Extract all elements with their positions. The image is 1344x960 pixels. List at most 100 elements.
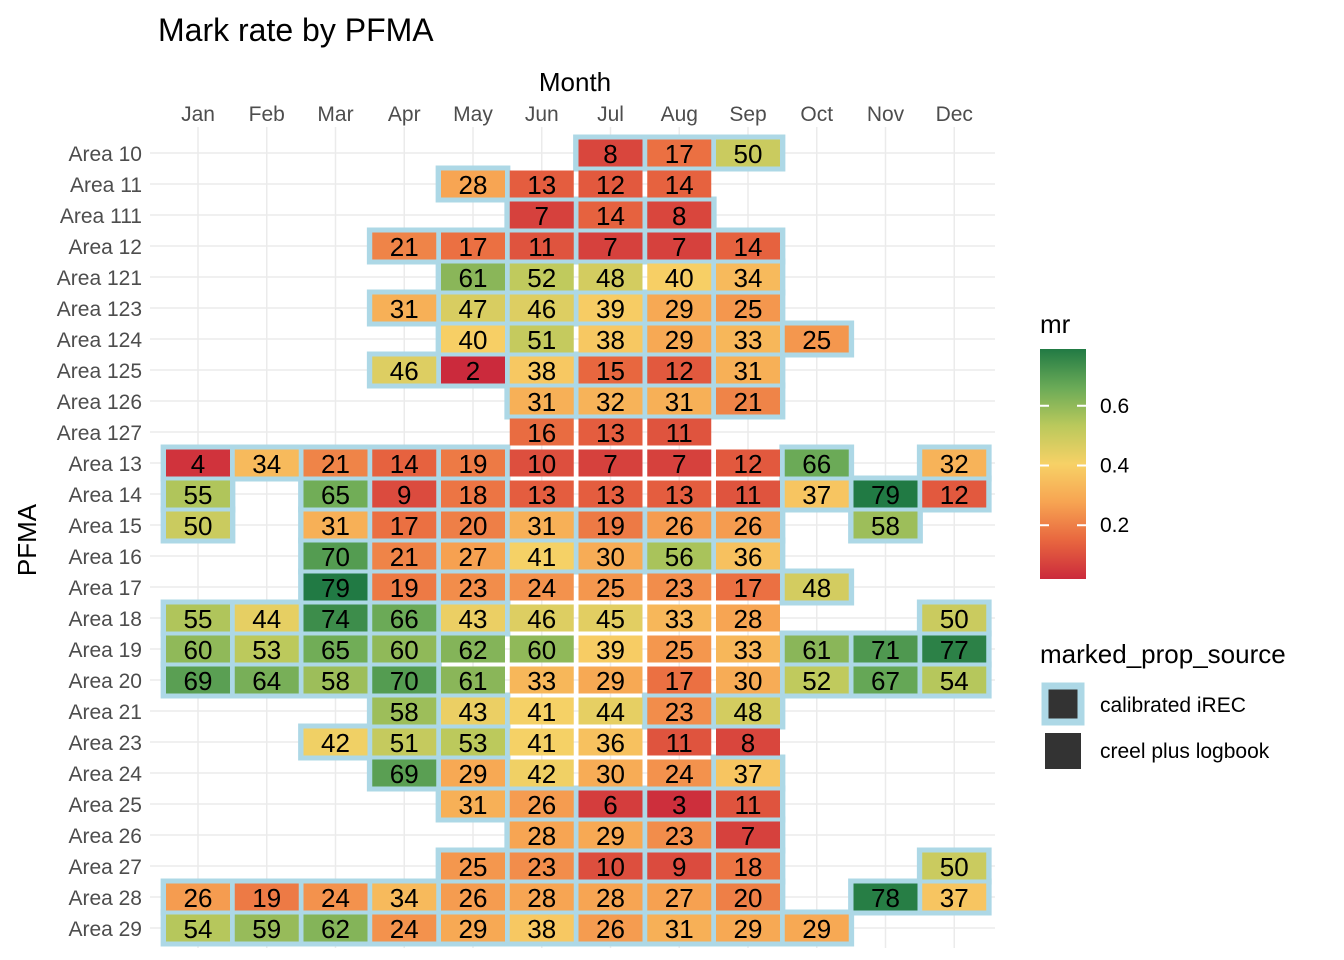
heatmap-tile bbox=[372, 294, 437, 322]
tile-value-label: 48 bbox=[734, 697, 763, 727]
tile-value-label: 69 bbox=[390, 759, 419, 789]
heatmap-tile bbox=[647, 387, 712, 415]
tile-value-label: 37 bbox=[734, 759, 763, 789]
heatmap-tile bbox=[578, 914, 643, 942]
tile-value-label: 25 bbox=[802, 325, 831, 355]
heatmap-tile bbox=[441, 635, 505, 663]
tile-value-label: 21 bbox=[390, 542, 419, 572]
heatmap-tile bbox=[578, 666, 643, 694]
heatmap-tile bbox=[441, 232, 505, 260]
heatmap-tile bbox=[578, 263, 643, 291]
heatmap-tile bbox=[303, 728, 368, 756]
tile-value-label: 46 bbox=[527, 604, 556, 634]
heatmap-tile bbox=[509, 604, 574, 632]
x-tick-label: Feb bbox=[249, 103, 285, 126]
heatmap-tile bbox=[441, 356, 505, 384]
heatmap-tile bbox=[303, 480, 368, 508]
x-tick-label: Jun bbox=[525, 103, 559, 126]
tile-value-label: 29 bbox=[665, 325, 694, 355]
tile-value-label: 30 bbox=[596, 759, 625, 789]
tile-value-label: 11 bbox=[666, 728, 693, 758]
heatmap-tile bbox=[716, 356, 780, 384]
heatmap-tile bbox=[647, 883, 712, 911]
tile-value-label: 66 bbox=[390, 604, 419, 634]
tile-value-label: 32 bbox=[940, 449, 969, 479]
heatmap-tile bbox=[578, 387, 643, 415]
heatmap-tile bbox=[509, 914, 574, 942]
tile-value-label: 31 bbox=[734, 356, 763, 386]
heatmap-tile bbox=[578, 418, 643, 446]
heatmap-tile bbox=[441, 294, 505, 322]
heatmap-tile bbox=[303, 666, 368, 694]
tile-value-label: 11 bbox=[735, 480, 762, 510]
tile-value-label: 29 bbox=[596, 666, 625, 696]
heatmap-tile bbox=[441, 883, 505, 911]
tile-value-label: 36 bbox=[596, 728, 625, 758]
irec-outline-layer bbox=[160, 134, 992, 947]
tile-value-label: 26 bbox=[734, 511, 763, 541]
tile-value-label: 34 bbox=[734, 263, 763, 293]
tile-value-label: 23 bbox=[665, 697, 694, 727]
tile-value-label: 66 bbox=[802, 449, 831, 479]
mr-tick-label: 0.6 bbox=[1100, 395, 1129, 418]
heatmap-tile bbox=[922, 480, 987, 508]
heatmap-tile bbox=[647, 356, 712, 384]
y-tick-label: Area 17 bbox=[68, 577, 142, 600]
y-tick-labels: Area 10 Area 11 Area 111 Area 12 Area 121 Are… bbox=[57, 143, 143, 941]
heatmap-tile bbox=[647, 232, 712, 260]
heatmap-tile bbox=[303, 511, 368, 539]
heatmap-tile bbox=[578, 480, 643, 508]
legend-key-calibrated-irec bbox=[1041, 682, 1085, 726]
y-tick-label: Area 127 bbox=[57, 422, 142, 445]
heatmap-tile bbox=[234, 604, 299, 632]
tile-value-label: 26 bbox=[527, 790, 556, 820]
tile-value-label: 61 bbox=[459, 666, 488, 696]
heatmap-tile bbox=[441, 697, 505, 725]
y-tick-label: Area 20 bbox=[68, 670, 142, 693]
tile-value-label: 25 bbox=[665, 635, 694, 665]
heatmap-tile bbox=[716, 914, 780, 942]
heatmap-tile bbox=[509, 790, 574, 818]
heatmap-tile bbox=[509, 697, 574, 725]
x-tick-label: Aug bbox=[661, 103, 698, 126]
tile-value-label: 17 bbox=[459, 232, 488, 262]
heatmap-tile bbox=[509, 418, 574, 446]
heatmap-tile bbox=[853, 635, 918, 663]
tile-value-label: 54 bbox=[184, 914, 213, 944]
heatmap-tile bbox=[784, 325, 849, 353]
y-tick-label: Area 11 bbox=[70, 174, 142, 197]
heatmap-tile bbox=[922, 666, 987, 694]
heatmap-tile bbox=[647, 697, 712, 725]
heatmap-tile bbox=[372, 232, 437, 260]
tile-value-label: 31 bbox=[665, 387, 694, 417]
heatmap-tile bbox=[716, 759, 780, 787]
x-tick-label: Apr bbox=[388, 103, 421, 126]
heatmap-tile bbox=[372, 697, 437, 725]
heatmap-tile bbox=[578, 573, 643, 601]
heatmap-tile bbox=[441, 914, 505, 942]
tile-value-label: 19 bbox=[459, 449, 488, 479]
tile-value-label: 2 bbox=[466, 356, 480, 386]
tile-value-label: 48 bbox=[596, 263, 625, 293]
heatmap-tile bbox=[441, 511, 505, 539]
tile-value-label: 24 bbox=[527, 573, 556, 603]
heatmap-tile bbox=[922, 852, 987, 880]
tile-value-label: 77 bbox=[940, 635, 969, 665]
heatmap-tile bbox=[578, 232, 643, 260]
tile-value-label: 34 bbox=[390, 883, 419, 913]
tile-value-label: 61 bbox=[459, 263, 488, 293]
y-tick-label: Area 15 bbox=[68, 515, 142, 538]
heatmap-tile bbox=[578, 697, 643, 725]
heatmap-tile bbox=[303, 883, 368, 911]
heatmap-tile bbox=[372, 759, 437, 787]
tile-value-label: 42 bbox=[527, 759, 556, 789]
heatmap-tile bbox=[509, 356, 574, 384]
tile-value-label: 28 bbox=[527, 883, 556, 913]
heatmap-tile bbox=[303, 542, 368, 570]
y-tick-label: Area 18 bbox=[68, 608, 142, 631]
heatmap-tile bbox=[647, 263, 712, 291]
tile-value-label: 44 bbox=[252, 604, 281, 634]
tile-value-label: 17 bbox=[390, 511, 419, 541]
y-tick-label: Area 25 bbox=[68, 794, 142, 817]
